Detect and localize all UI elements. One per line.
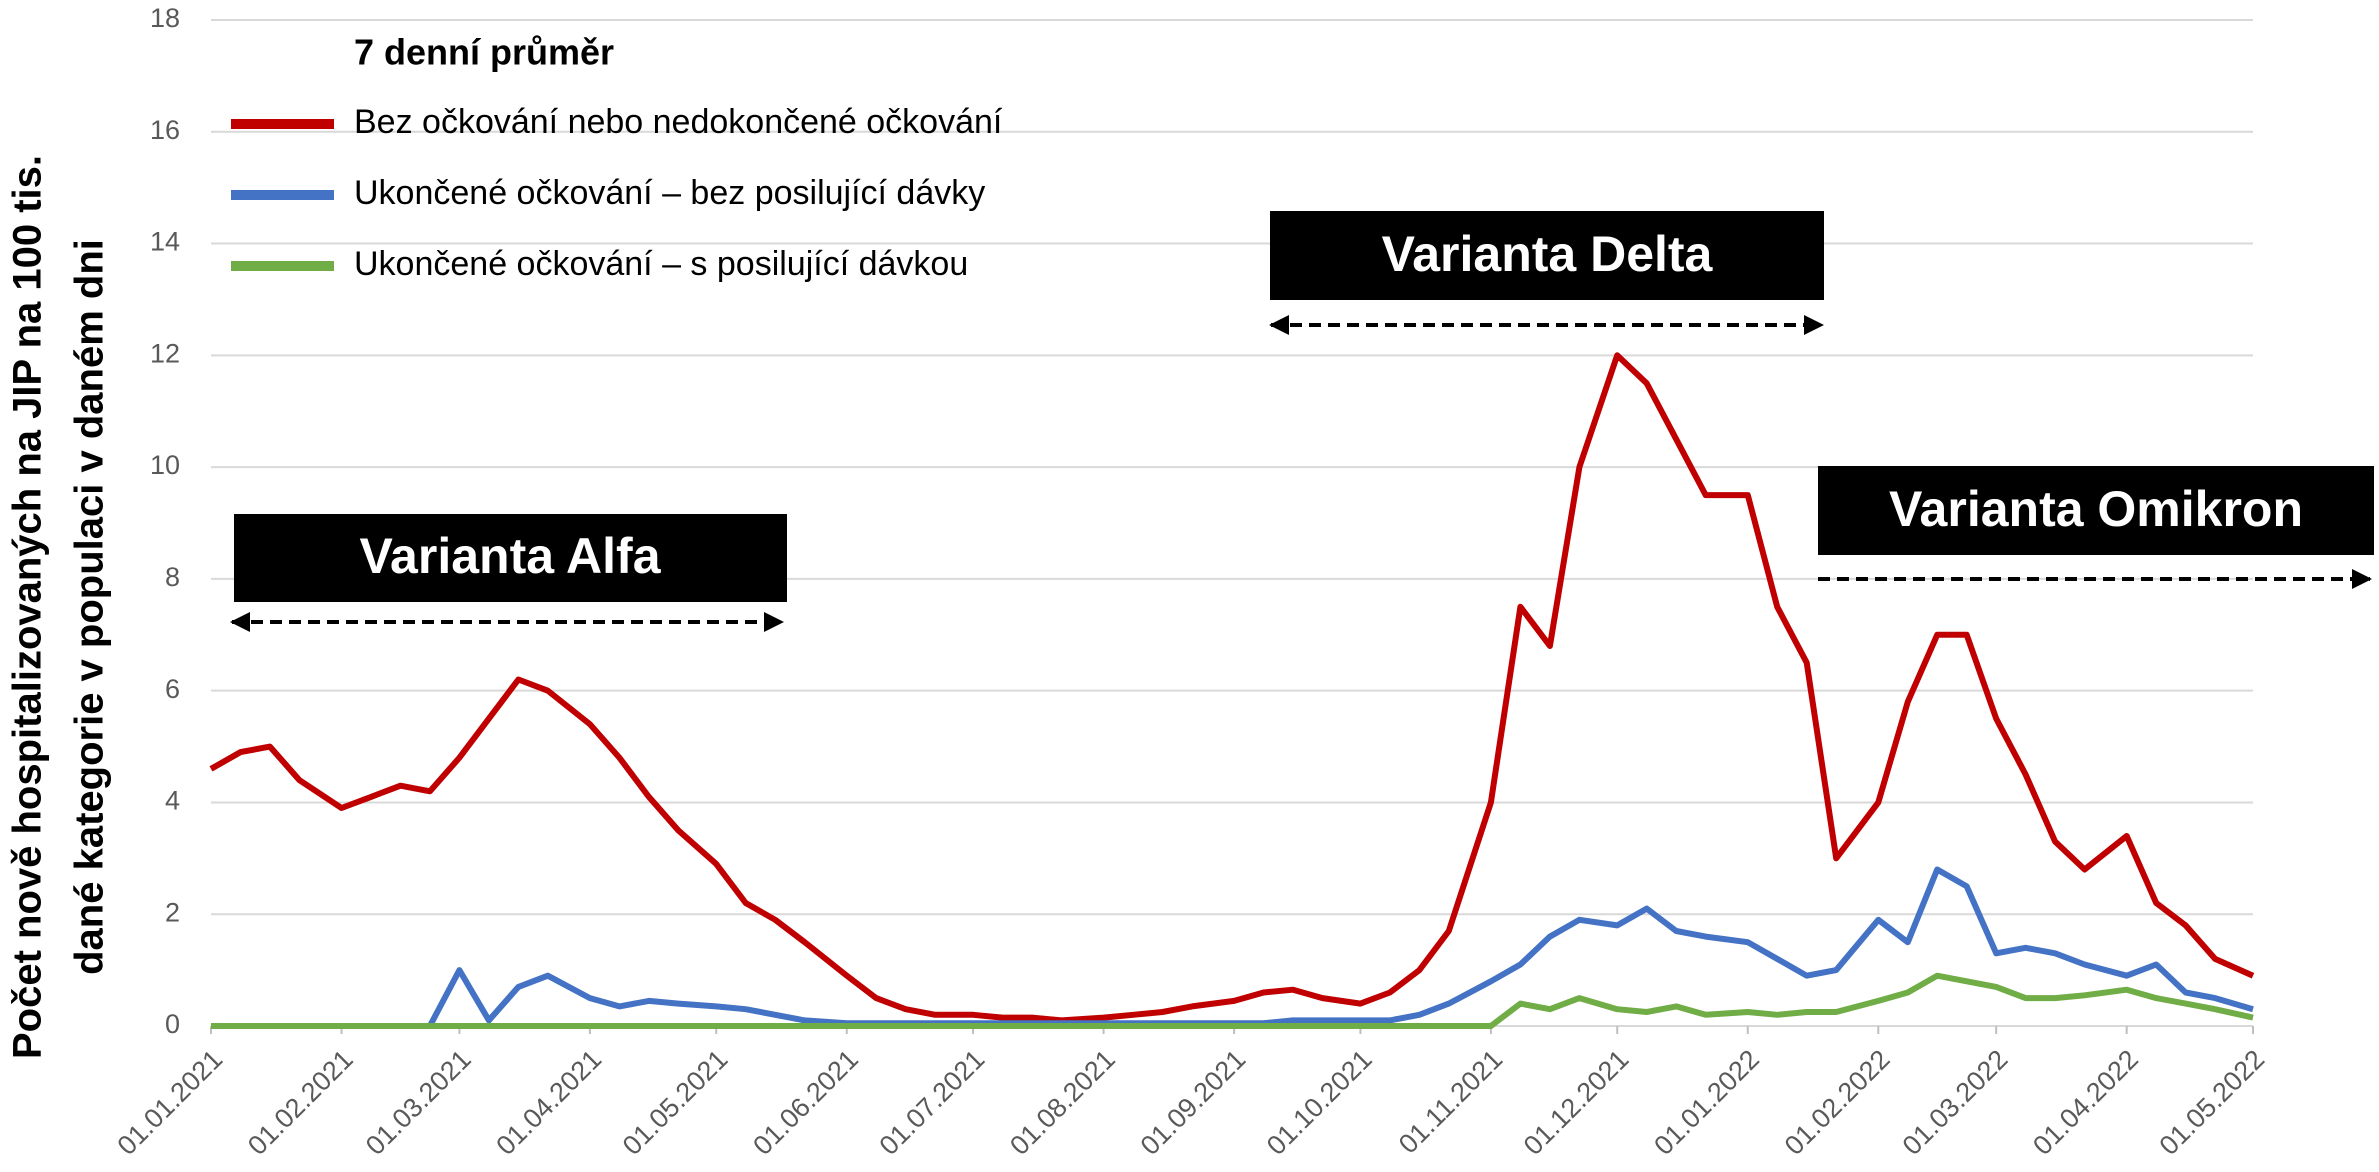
x-tick-label: 01.02.2022 (1779, 1044, 1896, 1161)
y-axis-label: Počet nově hospitalizovaných na JIP na 1… (6, 155, 50, 1059)
y-tick-label: 10 (150, 450, 180, 480)
x-tick-label: 01.05.2022 (2154, 1044, 2271, 1161)
x-tick-label: 01.03.2022 (1897, 1044, 2014, 1161)
y-tick-label: 6 (165, 674, 180, 704)
x-tick-label: 01.03.2021 (360, 1044, 477, 1161)
x-tick-label: 01.11.2021 (1393, 1044, 1508, 1159)
x-tick-label: 01.12.2021 (1518, 1044, 1635, 1161)
y-tick-label: 0 (165, 1009, 180, 1039)
y-tick-label: 14 (150, 227, 180, 257)
x-tick-label: 01.07.2021 (874, 1044, 991, 1161)
lines (209, 352, 2255, 1029)
annotation-box (1818, 466, 2374, 555)
legend-title: 7 denní průměr (354, 32, 614, 73)
annotation-box (1270, 211, 1824, 300)
legend: Bez očkování nebo nedokončené očkování Uk… (231, 103, 1003, 283)
y-tick-label: 2 (165, 897, 180, 927)
x-tick-label: 01.02.2021 (242, 1044, 359, 1161)
annotation: Varianta Omikron (1889, 481, 2303, 537)
y-tick-label: 8 (165, 562, 180, 592)
series-line (209, 352, 2255, 1024)
annotation-box (234, 514, 787, 602)
y-tick-label: 4 (165, 786, 180, 816)
x-tick-label: 01.05.2021 (617, 1044, 734, 1161)
legend-label: Ukončené očkování – bez posilující dávky (354, 174, 985, 212)
x-tick-label: 01.01.2022 (1648, 1044, 1765, 1161)
x-tick-label: 01.09.2021 (1135, 1044, 1252, 1161)
annotation: Varianta Alfa (359, 528, 661, 584)
legend-label: Ukončené očkování – s posilující dávkou (354, 245, 968, 283)
x-tick-label: 01.08.2021 (1004, 1044, 1121, 1161)
annotation: Varianta Delta (1382, 226, 1714, 282)
legend-label: Bez očkování nebo nedokončené očkování (354, 103, 1003, 141)
x-tick-label: 01.04.2021 (490, 1044, 607, 1161)
y-tick-label: 18 (150, 3, 180, 33)
y-tick-label: 16 (150, 115, 180, 145)
series-line (211, 972, 2254, 1029)
y-tick-label: 12 (150, 338, 180, 368)
x-tick-label: 01.06.2021 (747, 1044, 864, 1161)
x-tick-label: 01.04.2022 (2027, 1044, 2144, 1161)
x-tick-label: 01.10.2021 (1261, 1044, 1378, 1161)
x-tick-label: 01.01.2021 (112, 1044, 229, 1161)
y-axis-label: dané kategorie v populaci v daném dni (68, 239, 112, 975)
